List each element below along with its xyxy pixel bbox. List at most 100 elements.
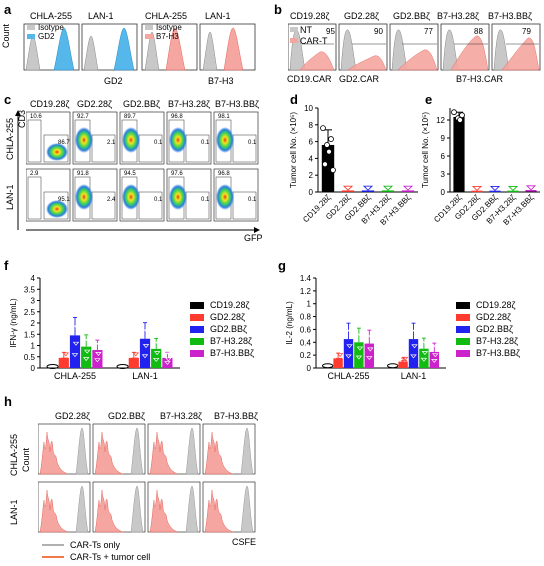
panel-h-hist-r1-c1 bbox=[38, 423, 91, 475]
data-point bbox=[355, 355, 363, 360]
data-point bbox=[346, 344, 353, 349]
data-point bbox=[96, 343, 103, 347]
panel-a-legend-isotype2-swatch bbox=[145, 25, 153, 30]
panel-b-value-2: 90 bbox=[374, 27, 383, 36]
data-point bbox=[94, 358, 101, 363]
panel-letter-h: h bbox=[4, 394, 12, 409]
panel-b-value-4: 88 bbox=[474, 27, 483, 36]
bar bbox=[128, 357, 139, 368]
data-point bbox=[165, 357, 172, 362]
y-tick-label: 12 bbox=[436, 116, 445, 125]
panel-b-title-3: GD2.BBζ bbox=[393, 11, 430, 21]
panel-b-hist-3 bbox=[389, 23, 439, 71]
panel-c-plot-r1-c2 bbox=[72, 111, 118, 165]
y-tick-label: 0 bbox=[307, 364, 312, 373]
y-tick-label: 0.2 bbox=[300, 351, 312, 360]
panel-c-r-r2-c3: 0.1 bbox=[154, 197, 163, 203]
panel-b-hist-2 bbox=[338, 23, 388, 71]
panel-c-plot-r2-c3 bbox=[119, 168, 165, 222]
data-point bbox=[72, 341, 80, 346]
panel-c-r-r1-c3: 0.1 bbox=[154, 140, 163, 146]
data-point bbox=[345, 354, 352, 359]
panel-letter-c: c bbox=[4, 92, 12, 107]
panel-f-chart: 0 0.5 1 1.5 2 2.5 3 3.5 4 IFN-γ (ng/mL) CHLA-255 LA… bbox=[9, 274, 254, 381]
data-point bbox=[62, 352, 70, 357]
panel-a-legend-gd2: GD2 bbox=[38, 32, 55, 41]
panel-letter-d: d bbox=[290, 92, 298, 107]
legend-label: B7-H3.28ζ bbox=[210, 336, 252, 346]
panel-c-gfp-arrow bbox=[26, 227, 260, 233]
panel-c-r-r2-c1: 95.1 bbox=[58, 197, 70, 203]
data-point bbox=[141, 354, 149, 359]
panel-a-histograms bbox=[23, 23, 256, 71]
y-tick-label: 0.6 bbox=[300, 325, 312, 334]
y-tick-label: 0.8 bbox=[300, 313, 312, 322]
panel-h-xlabel: CSFE bbox=[232, 537, 257, 547]
data-point bbox=[330, 167, 336, 174]
legend-label: B7-H3.28ζ bbox=[476, 336, 518, 346]
panel-b-hist-5 bbox=[491, 23, 541, 71]
legend-swatch bbox=[456, 338, 470, 345]
panel-h-legend-tumor-line bbox=[42, 556, 64, 558]
panel-h-hist-r2-c2 bbox=[92, 481, 146, 533]
panel-h-hist-r2-c4 bbox=[202, 481, 256, 533]
panel-a-ylabel: Count bbox=[1, 23, 11, 48]
panel-a-xlabel-b7h3: B7-H3 bbox=[208, 76, 234, 86]
panel-a-legend-isotype: Isotype bbox=[38, 23, 64, 32]
panel-a-hist-chla-gd2 bbox=[23, 23, 80, 71]
panel-a-hist-lan1-b7h3 bbox=[199, 23, 256, 71]
data-point bbox=[457, 117, 463, 123]
panel-c-tl-r2-c3: 94.5 bbox=[124, 171, 136, 177]
data-point bbox=[347, 329, 354, 334]
data-point bbox=[433, 345, 440, 350]
data-point bbox=[61, 357, 69, 362]
data-point bbox=[366, 356, 373, 360]
data-point bbox=[324, 142, 330, 148]
legend-swatch bbox=[190, 314, 204, 321]
data-point bbox=[60, 361, 68, 366]
data-point bbox=[421, 351, 429, 356]
data-point bbox=[356, 346, 364, 351]
data-point bbox=[130, 361, 138, 366]
panel-h-hist-r2-c1 bbox=[38, 481, 91, 533]
data-point bbox=[382, 185, 394, 191]
panel-h-legend-tumor: CAR-Ts + tumor cell bbox=[70, 552, 151, 562]
panel-h-title-1: GD2.28ζ bbox=[55, 411, 90, 421]
y-tick-label: 4 bbox=[31, 274, 36, 283]
data-point bbox=[326, 148, 332, 155]
panel-c-title-4: B7-H3.28ζ bbox=[168, 99, 210, 109]
panel-letter-e: e bbox=[425, 92, 433, 107]
data-point bbox=[336, 353, 344, 357]
panel-c-title-3: GD2.BBζ bbox=[123, 99, 160, 109]
panel-letter-b: b bbox=[274, 2, 282, 17]
panel-c-r-r1-c1: 86.7 bbox=[58, 140, 70, 146]
data-point bbox=[402, 185, 414, 191]
y-tick-label: 0 bbox=[441, 188, 446, 197]
legend-swatch bbox=[456, 314, 470, 321]
panel-c-xlabel: GFP bbox=[244, 233, 263, 243]
legend-label: B7-H3.BBζ bbox=[210, 348, 254, 358]
y-axis-label: Tumor cell No. (×10⁵) bbox=[289, 112, 298, 188]
data-point bbox=[82, 357, 90, 362]
panel-c-tl-r1-c4: 96.8 bbox=[171, 114, 183, 120]
panel-c-cd3-arrow bbox=[15, 110, 21, 230]
data-point bbox=[143, 329, 151, 334]
panel-h-hist-r2-c3 bbox=[147, 481, 201, 533]
panel-a-xlabel-gd2: GD2 bbox=[104, 76, 123, 86]
panel-b-title-1: CD19.28ζ bbox=[290, 11, 330, 21]
panel-c-title-1: CD19.28ζ bbox=[30, 99, 70, 109]
panel-a-legend-isotype-2: Isotype bbox=[156, 23, 182, 32]
legend-swatch bbox=[456, 326, 470, 333]
panel-b-title-4: B7-H3.28ζ bbox=[437, 11, 479, 21]
data-point bbox=[84, 339, 92, 343]
panel-b-legend-nt-swatch bbox=[290, 27, 298, 32]
panel-c-title-2: GD2.28ζ bbox=[77, 99, 112, 109]
data-point bbox=[154, 341, 162, 346]
legend-swatch bbox=[190, 326, 204, 333]
panel-c-tl-r1-c1: 10.6 bbox=[30, 114, 42, 120]
panel-c-plot-r1-c4 bbox=[166, 111, 212, 165]
x-tick-label: LAN-1 bbox=[132, 371, 158, 381]
bar bbox=[162, 357, 173, 368]
panel-c-title-5: B7-H3.BBζ bbox=[215, 99, 259, 109]
